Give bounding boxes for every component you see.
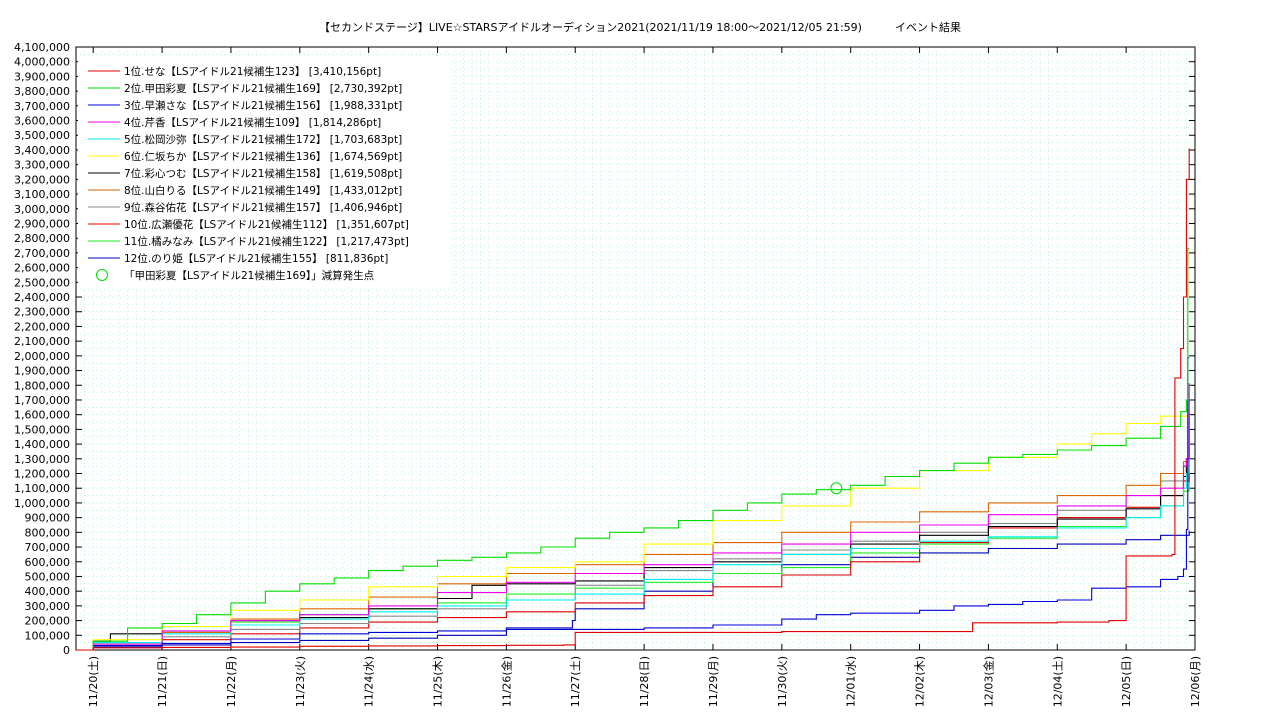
series-line xyxy=(76,357,1190,651)
y-tick-label: 1,700,000 xyxy=(14,394,70,407)
y-tick-label: 500,000 xyxy=(25,570,71,583)
y-tick-label: 0 xyxy=(63,644,70,657)
x-tick-label: 11/24(水) xyxy=(363,656,376,707)
y-tick-label: 1,400,000 xyxy=(14,438,70,451)
y-tick-label: 3,700,000 xyxy=(14,100,70,113)
y-tick-label: 2,800,000 xyxy=(14,232,70,245)
y-tick-label: 1,100,000 xyxy=(14,482,70,495)
x-tick-label: 11/27(土) xyxy=(569,656,582,707)
y-tick-label: 900,000 xyxy=(25,512,71,525)
y-tick-label: 400,000 xyxy=(25,585,71,598)
y-tick-label: 2,300,000 xyxy=(14,306,70,319)
y-tick-label: 4,000,000 xyxy=(14,56,70,69)
y-tick-label: 2,900,000 xyxy=(14,217,70,230)
x-tick-label: 12/05(日) xyxy=(1120,656,1133,707)
x-tick-label: 11/30(火) xyxy=(776,656,789,707)
y-tick-label: 1,500,000 xyxy=(14,423,70,436)
y-tick-label: 1,600,000 xyxy=(14,409,70,422)
legend-entry: 2位.甲田彩夏【LSアイドル21候補生169】 [2,730,392pt] xyxy=(124,82,402,95)
y-tick-label: 300,000 xyxy=(25,600,71,613)
y-tick-label: 100,000 xyxy=(25,629,71,642)
y-tick-label: 3,400,000 xyxy=(14,144,70,157)
legend-marker-swatch xyxy=(96,269,108,281)
legend-entry: 9位.森谷佑花【LSアイドル21候補生157】 [1,406,946pt] xyxy=(124,201,402,214)
x-tick-label: 12/01(水) xyxy=(845,656,858,707)
x-tick-label: 11/28(日) xyxy=(638,656,651,707)
series-line xyxy=(76,411,1190,651)
legend-entry: 「甲田彩夏【LSアイドル21候補生169】」減算発生点 xyxy=(124,269,374,282)
y-tick-label: 700,000 xyxy=(25,541,71,554)
y-tick-label: 3,500,000 xyxy=(14,129,70,142)
legend-entry: 11位.橘みなみ【LSアイドル21候補生122】 [1,217,473pt] xyxy=(124,235,409,248)
legend-entry: 10位.広瀬優花【LSアイドル21候補生112】 [1,351,607pt] xyxy=(124,218,409,231)
legend-entry: 5位.松岡沙弥【LSアイドル21候補生172】 [1,703,683pt] xyxy=(124,133,402,146)
y-tick-label: 2,500,000 xyxy=(14,276,70,289)
y-tick-label: 1,800,000 xyxy=(14,379,70,392)
y-tick-label: 800,000 xyxy=(25,526,71,539)
y-tick-label: 3,600,000 xyxy=(14,115,70,128)
y-tick-label: 1,200,000 xyxy=(14,468,70,481)
y-tick-label: 200,000 xyxy=(25,615,71,628)
plot-area-frame xyxy=(75,46,1196,651)
y-tick-label: 1,300,000 xyxy=(14,453,70,466)
legend-entry: 3位.早瀬さな【LSアイドル21候補生156】 [1,988,331pt] xyxy=(124,99,402,112)
chart-title: 【セカンドステージ】LIVE☆STARSアイドルオーディション2021(2021… xyxy=(319,21,961,34)
y-tick-label: 600,000 xyxy=(25,556,71,569)
y-tick-label: 2,400,000 xyxy=(14,291,70,304)
x-tick-label: 12/03(金) xyxy=(981,656,995,707)
x-tick-label: 11/26(金) xyxy=(499,656,513,707)
y-tick-label: 3,200,000 xyxy=(14,173,70,186)
x-axis: 11/20(土) 11/21(日) 11/22(月) 11/23(火) 11/24(水)… xyxy=(87,47,1202,707)
y-tick-label: 3,300,000 xyxy=(14,159,70,172)
legend-entry: 8位.山白りる【LSアイドル21候補生149】 [1,433,012pt] xyxy=(124,184,402,197)
x-tick-label: 11/25(木) xyxy=(432,656,445,707)
y-tick-label: 2,000,000 xyxy=(14,350,70,363)
x-tick-label: 11/20(土) xyxy=(87,656,100,707)
y-tick-label: 2,600,000 xyxy=(14,262,70,275)
series-line xyxy=(76,403,1190,651)
y-tick-label: 4,100,000 xyxy=(14,41,70,54)
legend: 1位.せな【LSアイドル21候補生123】 [3,410,156pt] 2位.甲田… xyxy=(78,59,450,289)
y-tick-label: 1,000,000 xyxy=(14,497,70,510)
x-tick-label: 11/22(月) xyxy=(225,656,238,707)
y-tick-label: 2,100,000 xyxy=(14,335,70,348)
legend-entry: 7位.彩心つむ【LSアイドル21候補生158】 [1,619,508pt] xyxy=(124,167,402,180)
legend-entry: 6位.仁坂ちか【LSアイドル21候補生136】 [1,674,569pt] xyxy=(124,150,402,163)
y-tick-label: 2,700,000 xyxy=(14,247,70,260)
x-tick-label: 11/21(日) xyxy=(156,656,169,707)
legend-background xyxy=(78,59,450,289)
marker-point xyxy=(830,482,843,495)
x-tick-label: 11/29(月) xyxy=(707,656,720,707)
y-tick-label: 3,000,000 xyxy=(14,203,70,216)
x-tick-label: 12/02(木) xyxy=(914,656,927,707)
y-tick-label: 2,200,000 xyxy=(14,320,70,333)
legend-entry: 12位.のり姫【LSアイドル21候補生155】 [811,836pt] xyxy=(124,252,388,265)
y-tick-label: 3,100,000 xyxy=(14,188,70,201)
legend-entry: 1位.せな【LSアイドル21候補生123】 [3,410,156pt] xyxy=(124,65,381,78)
legend-entry: 4位.芹香【LSアイドル21候補生109】 [1,814,286pt] xyxy=(124,116,381,129)
series-line xyxy=(76,383,1190,651)
series-line xyxy=(76,439,1190,651)
series-line xyxy=(76,530,1190,651)
series-lines xyxy=(76,148,1190,651)
series-line xyxy=(76,247,1190,651)
x-tick-label: 11/23(火) xyxy=(294,656,307,707)
x-tick-label: 12/06(月) xyxy=(1189,656,1202,707)
x-tick-label: 12/04(土) xyxy=(1051,656,1064,707)
y-tick-label: 3,900,000 xyxy=(14,70,70,83)
annotation-markers xyxy=(830,482,843,495)
y-tick-label: 3,800,000 xyxy=(14,85,70,98)
y-tick-label: 1,900,000 xyxy=(14,365,70,378)
series-line xyxy=(76,148,1190,651)
